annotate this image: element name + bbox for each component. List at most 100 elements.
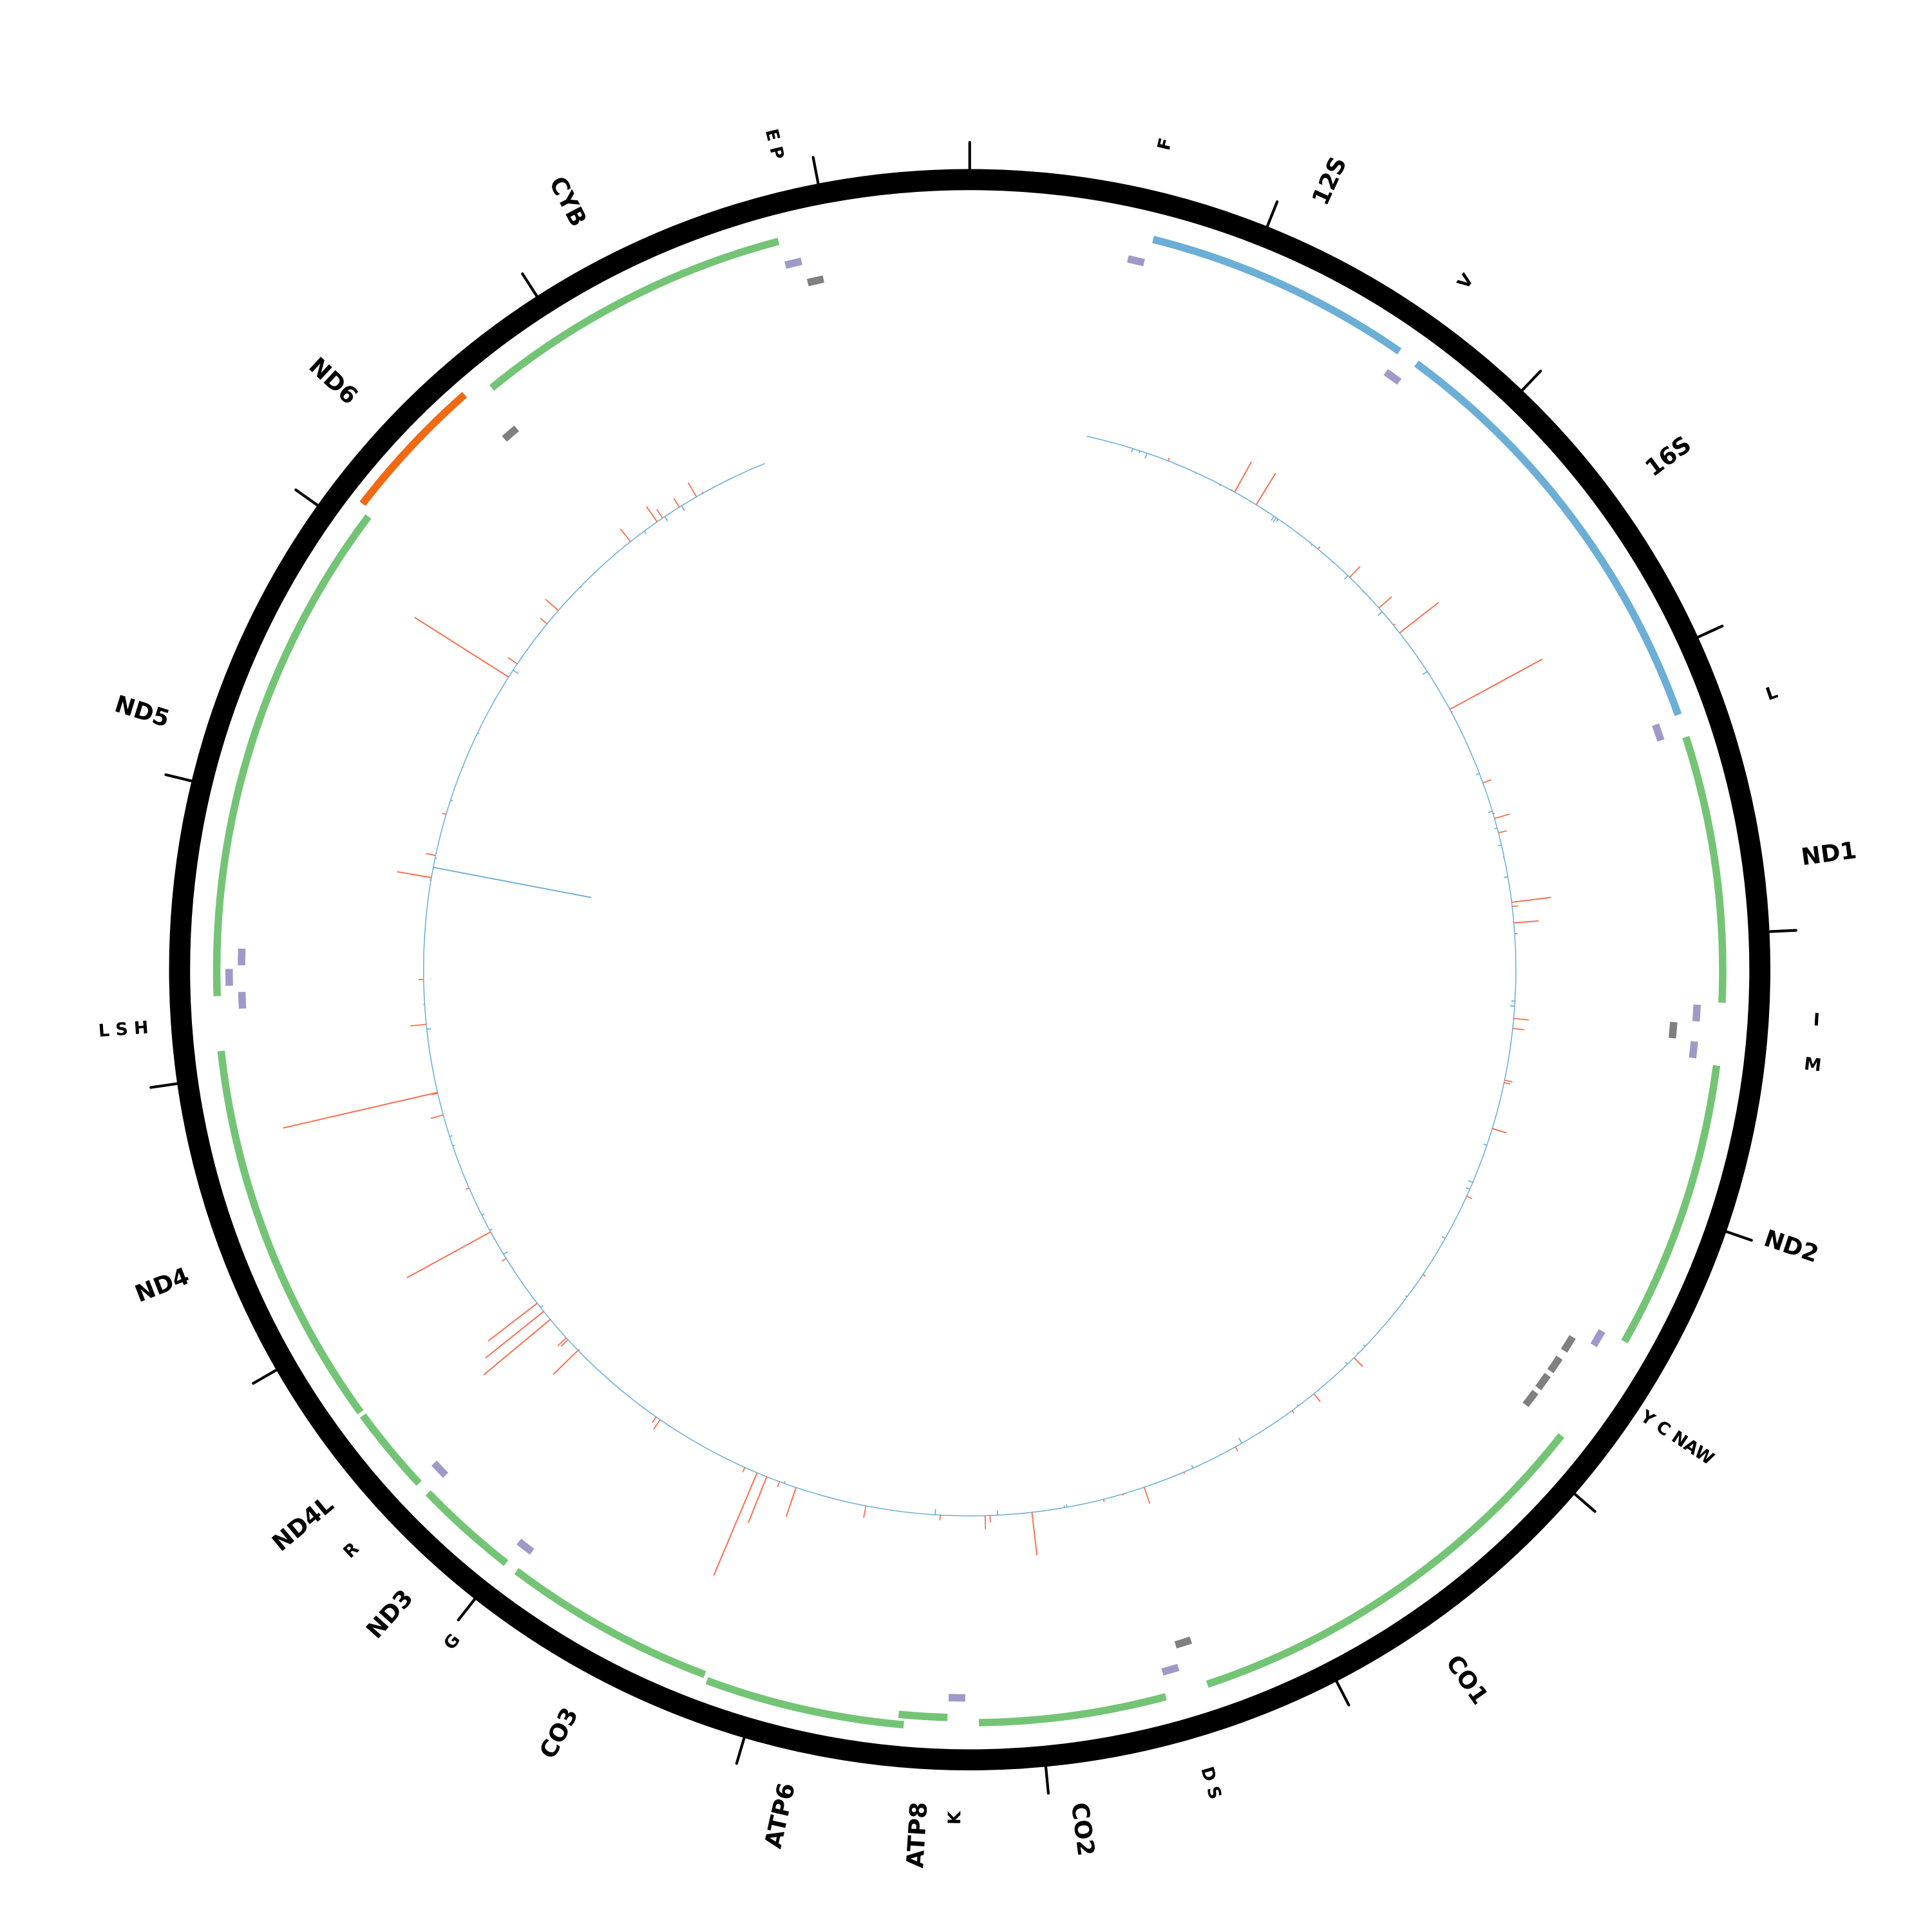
coverage-bar: [984, 1515, 987, 1530]
tick-mark: [1573, 1492, 1596, 1513]
coverage-peak: [1031, 1512, 1038, 1556]
coverage-bar: [742, 1467, 746, 1473]
gene-label: V: [1454, 270, 1477, 292]
coverage-bar: [465, 1187, 469, 1190]
coverage-bar: [1493, 812, 1495, 815]
coverage-bar: [503, 1251, 508, 1255]
gene-nd3: [425, 1490, 509, 1566]
tick-mark: [1767, 929, 1798, 933]
coverage-bar: [1441, 1236, 1446, 1239]
coverage-peak: [748, 1476, 768, 1523]
coverage-bar: [1063, 1505, 1065, 1508]
coverage-bar: [442, 813, 446, 815]
trna-c: [1535, 1372, 1551, 1390]
coverage-bar: [1313, 1393, 1321, 1403]
coverage-peak: [1234, 461, 1253, 493]
coverage-bar: [777, 1481, 781, 1488]
coverage-bar: [545, 598, 559, 611]
coverage-peak: [397, 871, 432, 878]
coverage-bar: [1317, 546, 1321, 550]
coverage-bar: [620, 528, 631, 542]
tick-mark: [1696, 625, 1724, 639]
coverage-peak: [1255, 473, 1276, 506]
gene-label: K: [945, 1810, 965, 1825]
coverage-bar: [1144, 453, 1148, 459]
tick-mark: [457, 1597, 477, 1622]
gene-16s: [1414, 360, 1682, 716]
gene-label: G: [440, 1630, 464, 1653]
gene-label: R: [339, 1539, 363, 1562]
coverage-bar: [1131, 448, 1133, 453]
coverage-bar: [1468, 1180, 1473, 1183]
coverage-bar: [1271, 516, 1275, 521]
coverage-bar: [1377, 611, 1383, 616]
coverage-peak: [414, 616, 509, 678]
gene-label: D S: [1197, 1765, 1225, 1802]
coverage-bar: [557, 1337, 567, 1347]
gene-label: ATP8: [901, 1801, 933, 1869]
coverage-bar: [1345, 1361, 1349, 1365]
trna-y: [1522, 1390, 1539, 1407]
coverage-peak: [553, 1350, 579, 1376]
trna-n: [1547, 1356, 1563, 1374]
gene-labels: F 12S V 16S L ND1 I M ND2 Y C NAW CO1 D S CO2 K ATP8 AT…: [98, 127, 1859, 1869]
gene-atp8: [898, 1710, 948, 1721]
coverage-bar: [1483, 1143, 1488, 1146]
trna-a: [1560, 1335, 1576, 1353]
coverage-bar: [1122, 1493, 1124, 1496]
gene-label: 12S: [1306, 153, 1352, 209]
coverage-peak: [1511, 896, 1551, 904]
tick-mark: [1724, 1229, 1753, 1242]
trna-q: [1669, 1021, 1678, 1039]
tick-mark: [735, 1736, 746, 1765]
trna-m: [1689, 1041, 1698, 1059]
tick-mark: [1265, 200, 1279, 229]
coverage-bar: [540, 618, 547, 625]
coverage-bar: [681, 505, 685, 511]
coverage-peak: [433, 866, 592, 898]
trna-r: [431, 1461, 449, 1478]
coverage-bar: [1291, 1410, 1295, 1414]
coverage-bar: [1475, 773, 1480, 775]
trna-i: [1692, 1004, 1701, 1022]
coverage-bar: [1504, 1082, 1511, 1084]
gene-label: Y C NAW: [1636, 1406, 1718, 1469]
trna-h: [238, 992, 247, 1009]
tick-mark: [1334, 1679, 1350, 1707]
coverage-bar: [1512, 905, 1519, 907]
coverage-bar: [1143, 1487, 1151, 1504]
gene-label: ND2: [1761, 1224, 1822, 1268]
coverage-bar: [1066, 1504, 1068, 1508]
gene-label: CO3: [534, 1703, 583, 1763]
trna-d: [1161, 1663, 1180, 1676]
coverage-bar: [701, 491, 704, 494]
gene-track: [213, 236, 1727, 1728]
coverage-bar: [687, 482, 697, 497]
gene-label: L: [1763, 682, 1780, 705]
coverage-bar: [1504, 876, 1508, 878]
coverage-peak: [1353, 1357, 1363, 1367]
coverage-bar: [578, 1349, 580, 1351]
coverage-bar: [507, 657, 518, 665]
coverage-bar: [1378, 596, 1392, 609]
tick-mark: [164, 773, 194, 782]
gene-label: L S H: [98, 1018, 149, 1041]
coverage-peak: [1399, 601, 1439, 634]
gene-label: E P: [761, 127, 788, 161]
gene-nd2: [1621, 1065, 1721, 1343]
gene-nd5: [213, 514, 372, 996]
gene-label: ATP6: [759, 1781, 800, 1851]
coverage-bar: [1296, 1404, 1299, 1406]
coverage-bar: [643, 531, 647, 535]
tick-mark: [521, 272, 539, 298]
coverage-peak: [1513, 920, 1539, 924]
coverage-bar: [410, 1023, 427, 1027]
coverage-bar: [1498, 830, 1507, 834]
coverage-bar: [431, 1092, 438, 1095]
gene-co3: [514, 1567, 706, 1678]
genome-ring: [169, 169, 1771, 1771]
coverage-bar: [1273, 517, 1277, 522]
trna-g: [516, 1539, 535, 1555]
coverage-bar: [501, 1258, 507, 1262]
